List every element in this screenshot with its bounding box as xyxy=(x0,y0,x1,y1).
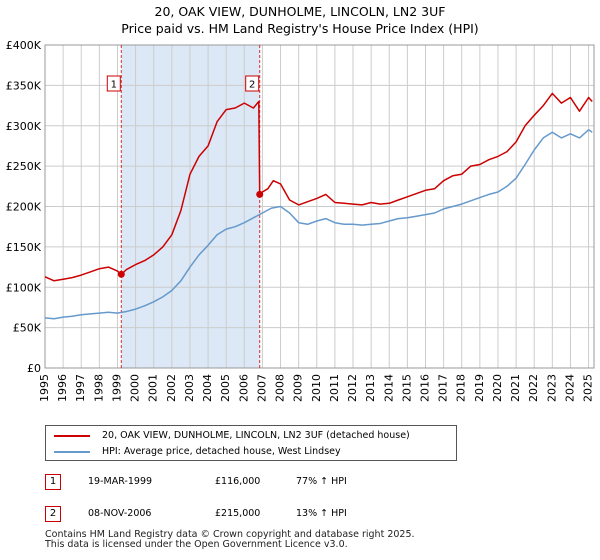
legend-item-property: 20, OAK VIEW, DUNHOLME, LINCOLN, LN2 3UF… xyxy=(54,428,410,444)
legend-item-hpi: HPI: Average price, detached house, West… xyxy=(54,444,341,460)
sale-hpi-change: 13% ↑ HPI xyxy=(296,508,347,519)
x-tick-label: 2010 xyxy=(310,374,323,402)
hpi-line xyxy=(44,129,593,320)
x-tick-label: 1998 xyxy=(92,374,105,402)
x-tick-label: 1995 xyxy=(38,374,51,402)
x-tick-label: 2003 xyxy=(183,374,196,402)
sale-marker-label: 2 xyxy=(249,80,255,91)
x-tick-label: 2005 xyxy=(219,374,232,402)
price-chart: £0 £50K £100K £150K £200K £250K £300K £350K £400… xyxy=(6,39,595,402)
x-tick-label: 2008 xyxy=(274,374,287,402)
x-tick-label: 2004 xyxy=(201,374,214,402)
x-tick-label: 2023 xyxy=(545,374,558,402)
x-tick-label: 2006 xyxy=(237,374,250,402)
y-tick-label: £150K xyxy=(6,241,42,254)
y-tick-label: £50K xyxy=(13,322,42,335)
footer-notice: Contains HM Land Registry data © Crown c… xyxy=(45,530,585,550)
y-tick-label: £400K xyxy=(6,39,42,52)
x-tick-label: 2014 xyxy=(382,374,395,402)
legend-swatch-property xyxy=(54,434,90,437)
y-tick-label: £350K xyxy=(6,79,42,92)
x-tick-label: 2022 xyxy=(527,374,540,402)
y-tick-label: £200K xyxy=(6,201,42,214)
x-tick-label: 2016 xyxy=(418,374,431,402)
x-tick-label: 2019 xyxy=(473,374,486,402)
footer-line-1: Contains HM Land Registry data © Crown c… xyxy=(45,529,415,540)
sale-marker-badge: 2 xyxy=(45,506,61,522)
sale-row: 1 19-MAR-1999 £116,000 77% ↑ HPI xyxy=(45,471,545,495)
x-tick-label: 2021 xyxy=(509,374,522,402)
sale-marker-label: 1 xyxy=(111,80,117,91)
x-tick-label: 2002 xyxy=(165,374,178,402)
x-tick-label: 2015 xyxy=(400,374,413,402)
plot-area-border xyxy=(44,44,595,369)
sale-price: £116,000 xyxy=(215,476,261,487)
title-line-1: 20, OAK VIEW, DUNHOLME, LINCOLN, LN2 3UF xyxy=(154,4,446,19)
property-price-line xyxy=(44,92,593,282)
x-tick-label: 2024 xyxy=(563,374,576,402)
x-tick-label: 2013 xyxy=(364,374,377,402)
legend: 20, OAK VIEW, DUNHOLME, LINCOLN, LN2 3UF… xyxy=(45,425,457,461)
sale-row: 2 08-NOV-2006 £215,000 13% ↑ HPI xyxy=(45,503,545,527)
legend-swatch-hpi xyxy=(54,450,90,453)
x-tick-label: 2018 xyxy=(455,374,468,402)
y-tick-label: £250K xyxy=(6,160,42,173)
sale-hpi-change: 77% ↑ HPI xyxy=(296,476,347,487)
legend-label-property: 20, OAK VIEW, DUNHOLME, LINCOLN, LN2 3UF… xyxy=(102,430,410,441)
y-tick-label: £300K xyxy=(6,120,42,133)
footer-line-2: This data is licensed under the Open Gov… xyxy=(45,539,348,550)
x-tick-label: 1997 xyxy=(74,374,87,402)
x-tick-label: 2001 xyxy=(147,374,160,402)
x-tick-label: 2017 xyxy=(437,374,450,402)
x-tick-label: 1999 xyxy=(110,374,123,402)
sale-marker-box xyxy=(106,75,121,92)
x-tick-label: 2011 xyxy=(328,374,341,402)
x-tick-label: 1996 xyxy=(56,374,69,402)
sale-date: 08-NOV-2006 xyxy=(88,508,152,519)
sale-price: £215,000 xyxy=(215,508,261,519)
sale-marker-box xyxy=(245,75,260,92)
sale-point xyxy=(256,190,264,198)
x-tick-label: 2000 xyxy=(129,374,142,402)
title-line-2: Price paid vs. HM Land Registry's House … xyxy=(121,21,479,36)
x-tick-label: 2009 xyxy=(292,374,305,402)
y-tick-label: £100K xyxy=(6,281,42,294)
sale-marker-badge: 1 xyxy=(45,474,61,490)
x-tick-label: 2020 xyxy=(491,374,504,402)
x-tick-label: 2025 xyxy=(582,374,595,402)
sale-date: 19-MAR-1999 xyxy=(88,476,153,487)
legend-label-hpi: HPI: Average price, detached house, West… xyxy=(102,446,341,457)
sale-point xyxy=(117,270,125,278)
chart-title: 20, OAK VIEW, DUNHOLME, LINCOLN, LN2 3UF… xyxy=(0,3,600,37)
x-tick-label: 2007 xyxy=(255,374,268,402)
x-tick-label: 2012 xyxy=(346,374,359,402)
y-tick-label: £0 xyxy=(27,362,41,375)
